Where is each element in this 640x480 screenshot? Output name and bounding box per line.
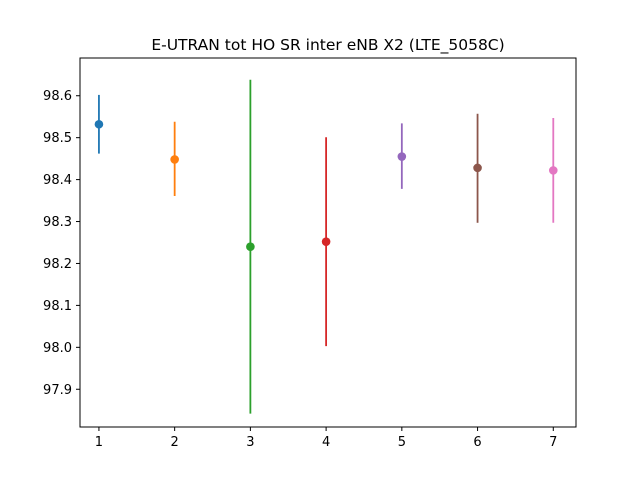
data-point-2	[170, 155, 179, 164]
data-point-5	[397, 152, 407, 161]
x-tick-label-5: 5	[398, 435, 406, 450]
y-tick-label-7: 98.5	[43, 131, 72, 146]
y-tick-label-5: 98.3	[43, 215, 72, 230]
y-tick-label-2: 98.0	[43, 341, 72, 356]
chart-title: E-UTRAN tot HO SR inter eNB X2 (LTE_5058…	[151, 36, 504, 55]
data-point-7	[548, 166, 558, 175]
x-tick-label-2: 2	[171, 435, 179, 450]
y-tick-label-4: 98.2	[43, 257, 72, 272]
data-point-3	[246, 242, 255, 251]
plot-frame	[79, 57, 577, 428]
data-point-6	[473, 163, 482, 173]
x-tick-label-3: 3	[246, 435, 254, 450]
y-tick-label-3: 98.1	[43, 299, 72, 314]
x-tick-label-7: 7	[549, 435, 557, 450]
x-tick-label-4: 4	[322, 435, 330, 450]
data-point-1	[94, 119, 104, 129]
y-tick-label-8: 98.6	[43, 89, 72, 104]
x-tick-label-6: 6	[473, 435, 481, 450]
x-tick-label-1: 1	[95, 435, 103, 450]
y-tick-label-6: 98.4	[43, 173, 72, 188]
data-point-4	[321, 237, 331, 246]
y-tick-label-1: 97.9	[43, 383, 72, 398]
